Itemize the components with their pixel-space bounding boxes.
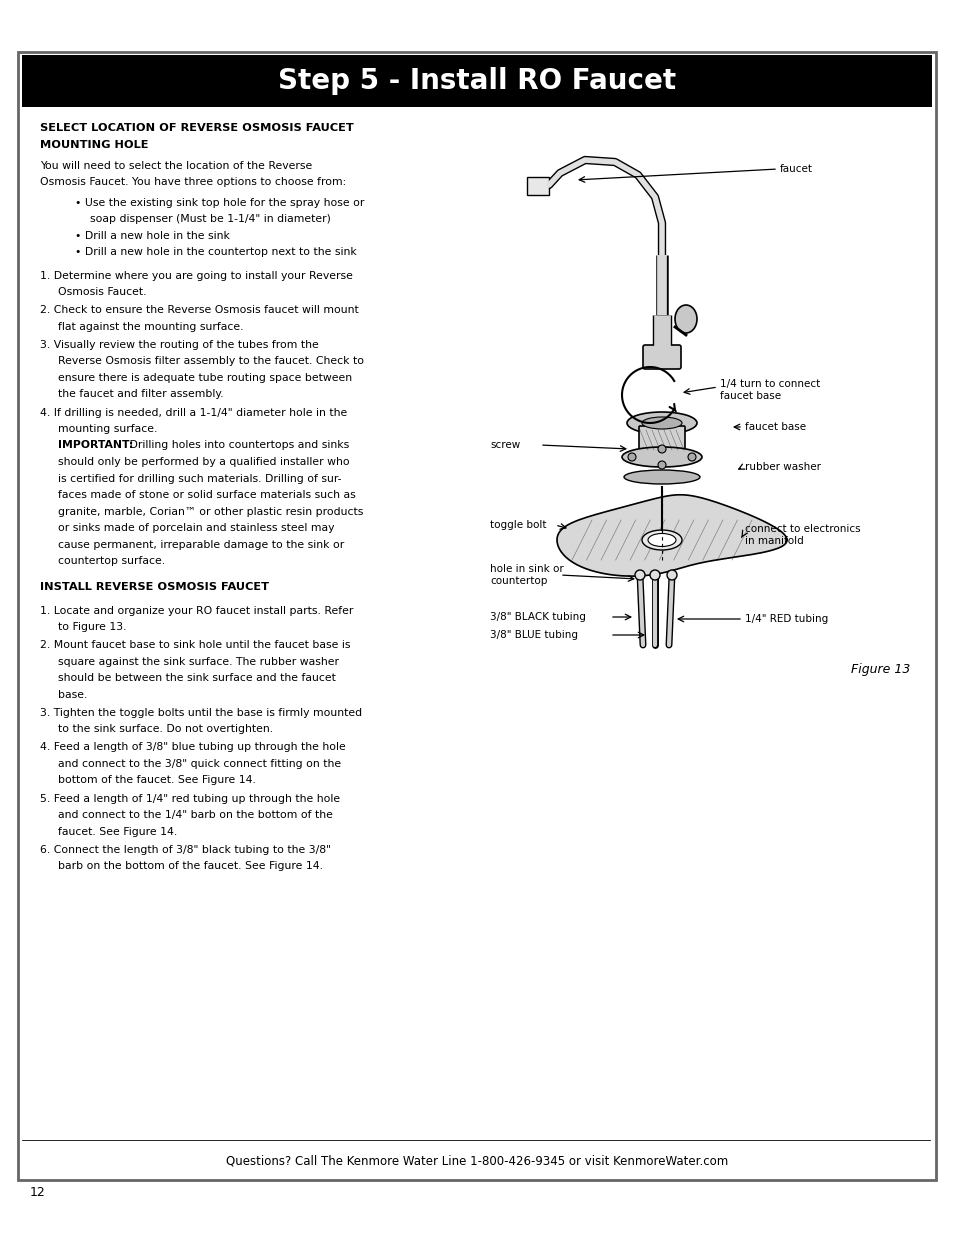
Text: barb on the bottom of the faucet. See Figure 14.: barb on the bottom of the faucet. See Fi… xyxy=(58,861,323,871)
Text: 3/8" BLUE tubing: 3/8" BLUE tubing xyxy=(490,630,578,640)
Text: soap dispenser (Must be 1-1/4" in diameter): soap dispenser (Must be 1-1/4" in diamet… xyxy=(83,215,331,225)
Circle shape xyxy=(687,453,696,461)
Text: cause permanent, irreparable damage to the sink or: cause permanent, irreparable damage to t… xyxy=(58,540,344,550)
Text: square against the sink surface. The rubber washer: square against the sink surface. The rub… xyxy=(58,657,338,667)
Ellipse shape xyxy=(641,417,681,429)
Text: the faucet and filter assembly.: the faucet and filter assembly. xyxy=(58,389,223,399)
Text: countertop surface.: countertop surface. xyxy=(58,556,165,566)
Ellipse shape xyxy=(675,305,697,333)
Text: bottom of the faucet. See Figure 14.: bottom of the faucet. See Figure 14. xyxy=(58,776,255,785)
Circle shape xyxy=(649,571,659,580)
FancyBboxPatch shape xyxy=(639,426,684,456)
Text: Osmosis Faucet. You have three options to choose from:: Osmosis Faucet. You have three options t… xyxy=(40,178,346,188)
Text: IMPORTANT:: IMPORTANT: xyxy=(58,441,133,451)
Text: rubber washer: rubber washer xyxy=(744,462,821,472)
Text: • Drill a new hole in the countertop next to the sink: • Drill a new hole in the countertop nex… xyxy=(75,247,356,257)
Text: mounting surface.: mounting surface. xyxy=(58,424,157,433)
Text: SELECT LOCATION OF REVERSE OSMOSIS FAUCET: SELECT LOCATION OF REVERSE OSMOSIS FAUCE… xyxy=(40,124,354,133)
Text: 2. Check to ensure the Reverse Osmosis faucet will mount: 2. Check to ensure the Reverse Osmosis f… xyxy=(40,305,358,315)
Text: and connect to the 3/8" quick connect fitting on the: and connect to the 3/8" quick connect fi… xyxy=(58,760,341,769)
Text: or sinks made of porcelain and stainless steel may: or sinks made of porcelain and stainless… xyxy=(58,522,335,534)
Circle shape xyxy=(658,445,665,453)
Text: 3/8" BLACK tubing: 3/8" BLACK tubing xyxy=(490,613,585,622)
Text: granite, marble, Corian™ or other plastic resin products: granite, marble, Corian™ or other plasti… xyxy=(58,506,363,516)
Bar xyxy=(526,177,548,195)
Text: 2. Mount faucet base to sink hole until the faucet base is: 2. Mount faucet base to sink hole until … xyxy=(40,640,350,650)
Text: Figure 13: Figure 13 xyxy=(850,662,909,676)
Text: 1/4 turn to connect
faucet base: 1/4 turn to connect faucet base xyxy=(720,379,820,401)
Ellipse shape xyxy=(623,471,700,484)
Text: hole in sink or
countertop: hole in sink or countertop xyxy=(490,564,563,585)
Ellipse shape xyxy=(647,534,676,547)
Text: faucet base: faucet base xyxy=(744,422,805,432)
Text: Osmosis Faucet.: Osmosis Faucet. xyxy=(58,287,147,298)
Text: 1. Determine where you are going to install your Reverse: 1. Determine where you are going to inst… xyxy=(40,270,353,280)
Bar xyxy=(22,56,931,107)
Text: 1/4" RED tubing: 1/4" RED tubing xyxy=(744,614,827,624)
Text: to the sink surface. Do not overtighten.: to the sink surface. Do not overtighten. xyxy=(58,724,273,735)
Text: 5. Feed a length of 1/4" red tubing up through the hole: 5. Feed a length of 1/4" red tubing up t… xyxy=(40,794,340,804)
Text: toggle bolt: toggle bolt xyxy=(490,520,546,530)
Text: Reverse Osmosis filter assembly to the faucet. Check to: Reverse Osmosis filter assembly to the f… xyxy=(58,357,364,367)
Text: should only be performed by a qualified installer who: should only be performed by a qualified … xyxy=(58,457,349,467)
Text: 4. Feed a length of 3/8" blue tubing up through the hole: 4. Feed a length of 3/8" blue tubing up … xyxy=(40,742,345,752)
Text: connect to electronics
in manifold: connect to electronics in manifold xyxy=(744,524,860,546)
FancyBboxPatch shape xyxy=(642,345,680,369)
Text: screw: screw xyxy=(490,440,519,450)
Text: faucet: faucet xyxy=(780,164,812,174)
Text: 4. If drilling is needed, drill a 1-1/4" diameter hole in the: 4. If drilling is needed, drill a 1-1/4"… xyxy=(40,408,347,417)
Text: Questions? Call The Kenmore Water Line 1-800-426-9345 or visit KenmoreWater.com: Questions? Call The Kenmore Water Line 1… xyxy=(226,1155,727,1167)
Circle shape xyxy=(627,453,636,461)
Text: 3. Tighten the toggle bolts until the base is firmly mounted: 3. Tighten the toggle bolts until the ba… xyxy=(40,708,362,718)
Circle shape xyxy=(666,571,677,580)
Text: faces made of stone or solid surface materials such as: faces made of stone or solid surface mat… xyxy=(58,490,355,500)
Circle shape xyxy=(635,571,644,580)
Ellipse shape xyxy=(641,530,681,550)
Text: 6. Connect the length of 3/8" black tubing to the 3/8": 6. Connect the length of 3/8" black tubi… xyxy=(40,845,331,855)
Text: ensure there is adequate tube routing space between: ensure there is adequate tube routing sp… xyxy=(58,373,352,383)
Text: is certified for drilling such materials. Drilling of sur-: is certified for drilling such materials… xyxy=(58,473,341,483)
Text: flat against the mounting surface.: flat against the mounting surface. xyxy=(58,321,243,332)
Text: Drilling holes into countertops and sinks: Drilling holes into countertops and sink… xyxy=(126,441,349,451)
Text: to Figure 13.: to Figure 13. xyxy=(58,622,127,632)
Text: INSTALL REVERSE OSMOSIS FAUCET: INSTALL REVERSE OSMOSIS FAUCET xyxy=(40,583,269,593)
Text: • Use the existing sink top hole for the spray hose or: • Use the existing sink top hole for the… xyxy=(75,198,364,207)
Text: and connect to the 1/4" barb on the bottom of the: and connect to the 1/4" barb on the bott… xyxy=(58,810,333,820)
Text: 12: 12 xyxy=(30,1187,46,1199)
Ellipse shape xyxy=(621,447,701,467)
Text: Step 5 - Install RO Faucet: Step 5 - Install RO Faucet xyxy=(277,67,676,95)
Text: MOUNTING HOLE: MOUNTING HOLE xyxy=(40,140,149,149)
Text: faucet. See Figure 14.: faucet. See Figure 14. xyxy=(58,826,177,836)
Text: should be between the sink surface and the faucet: should be between the sink surface and t… xyxy=(58,673,335,683)
Text: 3. Visually review the routing of the tubes from the: 3. Visually review the routing of the tu… xyxy=(40,340,318,350)
Ellipse shape xyxy=(626,412,697,433)
Text: base.: base. xyxy=(58,689,88,700)
Polygon shape xyxy=(557,495,786,576)
Text: 1. Locate and organize your RO faucet install parts. Refer: 1. Locate and organize your RO faucet in… xyxy=(40,605,353,615)
Circle shape xyxy=(658,461,665,469)
Text: • Drill a new hole in the sink: • Drill a new hole in the sink xyxy=(75,231,230,241)
Text: You will need to select the location of the Reverse: You will need to select the location of … xyxy=(40,161,312,170)
